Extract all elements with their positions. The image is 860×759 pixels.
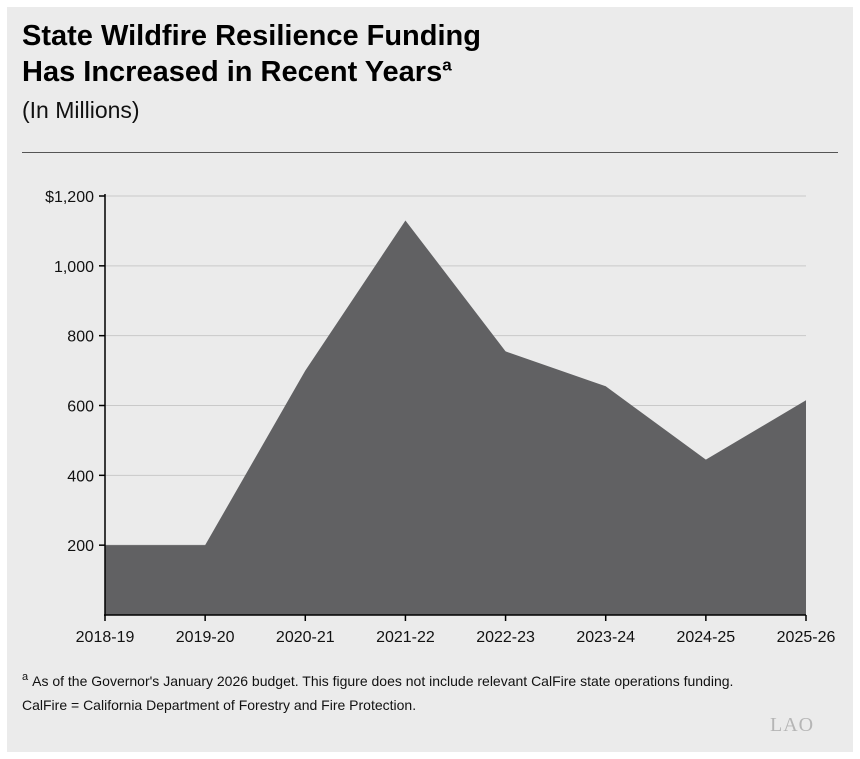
y-tick-label: 800 xyxy=(67,329,94,346)
x-tick-label: 2023-24 xyxy=(576,629,635,646)
y-tick-label: 1,000 xyxy=(54,259,94,276)
area-series xyxy=(105,220,806,616)
x-tick-label: 2025-26 xyxy=(777,629,836,646)
y-tick-label: 200 xyxy=(67,538,94,555)
title-line-2: Has Increased in Recent Years xyxy=(22,56,443,88)
x-tick-label: 2022-23 xyxy=(476,629,535,646)
y-tick-label: 600 xyxy=(67,399,94,416)
lao-logo: LAO xyxy=(770,714,815,736)
footnote: a As of the Governor's January 2026 budge… xyxy=(22,669,832,717)
footnote-definition: CalFire = California Department of Fores… xyxy=(22,697,417,713)
tick-labels: 200 400 600 800 1,000 $1,200 2018-19 2019-20 202… xyxy=(45,189,835,646)
x-tick-label: 2018-19 xyxy=(76,629,135,646)
plot-area xyxy=(104,220,807,616)
chart-subtitle: (In Millions) xyxy=(22,97,140,123)
chart-title: State Wildfire Resilience Funding Has In… xyxy=(22,18,722,90)
axes xyxy=(99,194,807,621)
y-tick-label: $1,200 xyxy=(45,189,94,206)
x-tick-label: 2021-22 xyxy=(376,629,435,646)
title-line-1: State Wildfire Resilience Funding xyxy=(22,20,481,52)
footnote-marker: a xyxy=(22,671,29,684)
x-tick-label: 2019-20 xyxy=(176,629,235,646)
footnote-text: As of the Governor's January 2026 budget… xyxy=(32,673,734,689)
x-tick-label: 2020-21 xyxy=(276,629,335,646)
title-divider xyxy=(22,152,838,153)
title-footnote-marker: a xyxy=(442,55,452,75)
y-tick-label: 400 xyxy=(67,468,94,485)
x-tick-label: 2024-25 xyxy=(676,629,735,646)
